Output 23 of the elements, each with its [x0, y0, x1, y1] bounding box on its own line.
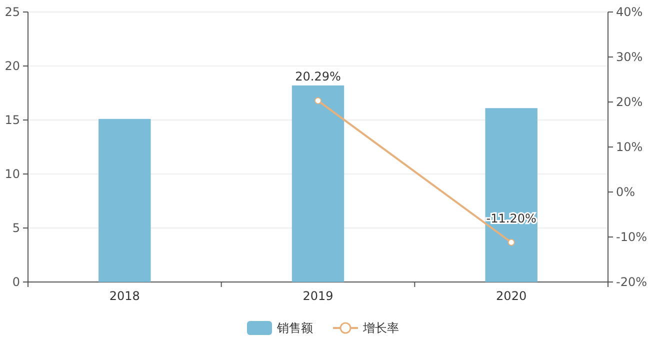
legend-label: 增长率	[362, 321, 399, 335]
bar	[98, 118, 151, 282]
y2-tick-label: -10%	[616, 230, 648, 244]
y-tick-label: 25	[4, 5, 20, 19]
bar	[485, 108, 538, 282]
y2-tick-label: -20%	[616, 275, 648, 289]
data-label: 20.29%	[295, 70, 341, 84]
y2-tick-label: 20%	[616, 95, 643, 109]
x-tick-label: 2020	[496, 289, 527, 303]
y-tick-label: 10	[4, 167, 20, 181]
y2-tick-label: 40%	[616, 5, 643, 19]
y-tick-label: 5	[12, 221, 20, 235]
y-tick-label: 0	[12, 275, 20, 289]
y2-tick-label: 10%	[616, 140, 643, 154]
y2-tick-label: 30%	[616, 50, 643, 64]
y-tick-label: 15	[4, 113, 20, 127]
y2-tick-label: 0%	[616, 185, 636, 199]
bar	[292, 85, 344, 282]
y-tick-label: 20	[4, 59, 20, 73]
x-tick-label: 2018	[109, 289, 140, 303]
data-label: -11.20%	[486, 211, 536, 226]
x-tick-label: 2019	[302, 289, 334, 303]
legend-label: 销售额	[276, 321, 313, 335]
